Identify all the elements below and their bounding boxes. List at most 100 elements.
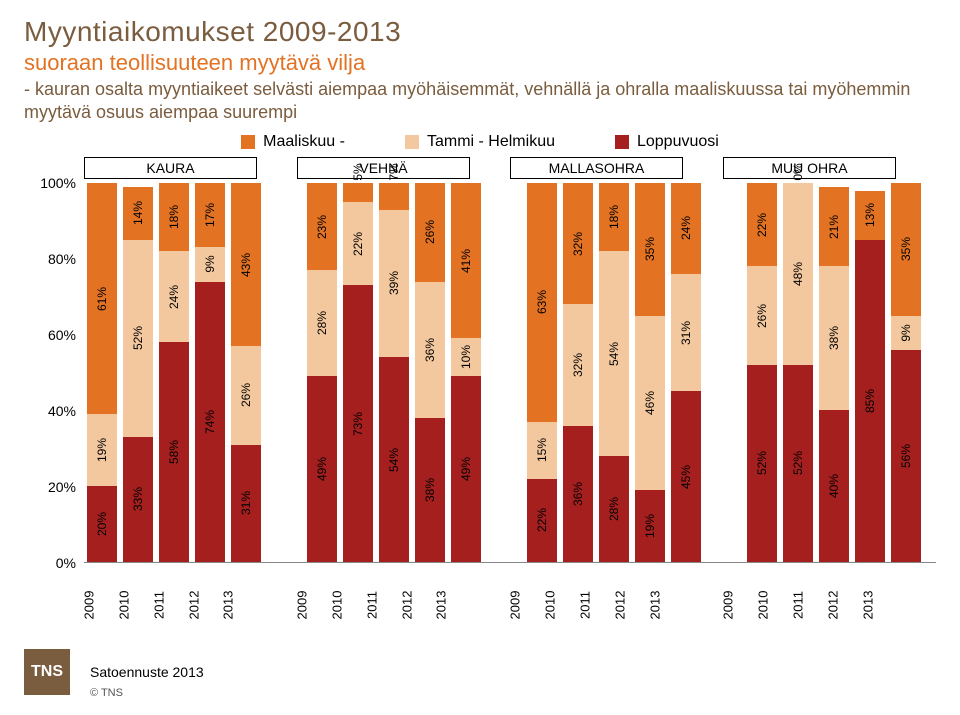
bar-value-label: 61% bbox=[95, 287, 109, 311]
x-tick: 2011 bbox=[364, 588, 404, 623]
bar: 85% 13% bbox=[855, 183, 885, 562]
x-tick: 2011 bbox=[577, 588, 617, 623]
x-tick: 2013 bbox=[860, 588, 900, 623]
bar-segment: 9% bbox=[891, 316, 921, 350]
bar-value-label: 32% bbox=[571, 232, 585, 256]
bar-value-label: 35% bbox=[643, 237, 657, 261]
bar-segment: 36% bbox=[563, 426, 593, 562]
bar-value-label: 52% bbox=[131, 326, 145, 350]
bar-segment: 48% bbox=[783, 183, 813, 365]
bar-value-label: 22% bbox=[755, 213, 769, 237]
bar-value-label: 54% bbox=[387, 448, 401, 472]
bar-group: 49% 28% 23% 73% 22% 5% 54% 39% 7% 38% 36% 26%49%10%… bbox=[304, 183, 484, 562]
tns-logo: TNS bbox=[24, 649, 70, 695]
plot-area: 20%19%61%33%52%14%58%24%18%74%9%17%31%26… bbox=[84, 183, 936, 563]
bar-segment: 22% bbox=[527, 479, 557, 562]
bar-value-label: 36% bbox=[423, 338, 437, 362]
bar-value-label: 31% bbox=[239, 491, 253, 515]
bar-value-label: 22% bbox=[351, 232, 365, 256]
chart-title: Myyntiaikomukset 2009-2013 bbox=[24, 16, 936, 48]
bar-value-label: 7% bbox=[387, 163, 401, 180]
bar-segment: 5% bbox=[343, 183, 373, 202]
bar-value-label: 28% bbox=[607, 497, 621, 521]
legend-swatch bbox=[405, 135, 419, 149]
bar: 52%26%22% bbox=[747, 183, 777, 562]
bar-value-label: 19% bbox=[95, 438, 109, 462]
bar-segment: 45% bbox=[671, 391, 701, 562]
bar-value-label: 19% bbox=[643, 514, 657, 538]
bar: 54% 39% 7% bbox=[379, 183, 409, 562]
bar-value-label: 20% bbox=[95, 512, 109, 536]
bar-segment: 32% bbox=[563, 183, 593, 304]
bar-segment: 63% bbox=[527, 183, 557, 422]
bar-segment: 52% bbox=[747, 365, 777, 562]
bar-value-label: 18% bbox=[167, 205, 181, 229]
bar: 28% 54% 18% bbox=[599, 183, 629, 562]
group-label: VEHNÄ bbox=[297, 157, 470, 179]
bar-value-label: 48% bbox=[791, 262, 805, 286]
bar-segment: 7% bbox=[379, 183, 409, 210]
bar-segment: 61% bbox=[87, 183, 117, 414]
bar-value-label: 9% bbox=[899, 324, 913, 341]
group-label: MALLASOHRA bbox=[510, 157, 683, 179]
bar: 45%31%24% bbox=[671, 183, 701, 562]
bar-value-label: 21% bbox=[827, 215, 841, 239]
bar-segment: 54% bbox=[379, 357, 409, 562]
bar-segment: 24% bbox=[159, 251, 189, 342]
copyright: © TNS bbox=[90, 687, 936, 699]
bar-value-label: 46% bbox=[643, 391, 657, 415]
bar-segment: 35% bbox=[891, 183, 921, 316]
bar-value-label: 28% bbox=[315, 311, 329, 335]
bar-value-label: 23% bbox=[315, 215, 329, 239]
bar-segment: 49% bbox=[307, 376, 337, 562]
bar-value-label: 18% bbox=[607, 205, 621, 229]
x-tick: 2013 bbox=[221, 588, 261, 623]
bar-segment: 15% bbox=[527, 422, 557, 479]
bar-segment: 23% bbox=[307, 183, 337, 270]
bar-segment: 85% bbox=[855, 240, 885, 562]
bar-value-label: 0% bbox=[791, 163, 805, 180]
bar-segment: 28% bbox=[307, 270, 337, 376]
bar-value-label: 39% bbox=[387, 271, 401, 295]
bar-value-label: 85% bbox=[863, 389, 877, 413]
y-tick: 20% bbox=[48, 479, 76, 495]
bar-segment: 41% bbox=[451, 183, 481, 338]
bar-segment: 18% bbox=[599, 183, 629, 251]
bar: 74%9%17% bbox=[195, 183, 225, 562]
bar-segment: 36% bbox=[415, 282, 445, 418]
bar-segment: 38% bbox=[415, 418, 445, 562]
bar-value-label: 56% bbox=[899, 444, 913, 468]
bar-value-label: 74% bbox=[203, 410, 217, 434]
bar-segment: 43% bbox=[231, 183, 261, 346]
bar-segment: 58% bbox=[159, 342, 189, 562]
bar-segment: 39% bbox=[379, 210, 409, 358]
bar-value-label: 32% bbox=[571, 353, 585, 377]
bar-value-label: 5% bbox=[351, 163, 365, 180]
bar-segment: 54% bbox=[599, 251, 629, 456]
bar-segment: 26% bbox=[415, 183, 445, 282]
bar-group: 20%19%61%33%52%14%58%24%18%74%9%17%31%26… bbox=[84, 183, 264, 562]
bar-segment: 22% bbox=[343, 202, 373, 285]
bar-value-label: 38% bbox=[423, 478, 437, 502]
bar-value-label: 43% bbox=[239, 252, 253, 276]
bar-value-label: 13% bbox=[863, 203, 877, 227]
bar-value-label: 73% bbox=[351, 412, 365, 436]
bar-segment: 26% bbox=[231, 346, 261, 445]
bar-value-label: 26% bbox=[239, 383, 253, 407]
bar-segment: 9% bbox=[195, 247, 225, 281]
x-tick: 2010 bbox=[329, 588, 369, 623]
bar-value-label: 9% bbox=[203, 256, 217, 273]
x-tick: 2011 bbox=[151, 588, 191, 623]
group-labels-row: KAURAVEHNÄMALLASOHRAMUU OHRA bbox=[84, 157, 936, 179]
x-tick: 2010 bbox=[755, 588, 795, 623]
bar-segment: 22% bbox=[747, 183, 777, 266]
bar: 49%10%41% bbox=[451, 183, 481, 562]
bar-value-label: 41% bbox=[459, 249, 473, 273]
bar-segment: 14% bbox=[123, 187, 153, 240]
legend-swatch bbox=[615, 135, 629, 149]
bar-segment: 40% bbox=[819, 410, 849, 562]
y-tick: 60% bbox=[48, 327, 76, 343]
bar-segment: 56% bbox=[891, 350, 921, 562]
bar: 56% 9% 35% bbox=[891, 183, 921, 562]
x-tick: 2013 bbox=[434, 588, 474, 623]
